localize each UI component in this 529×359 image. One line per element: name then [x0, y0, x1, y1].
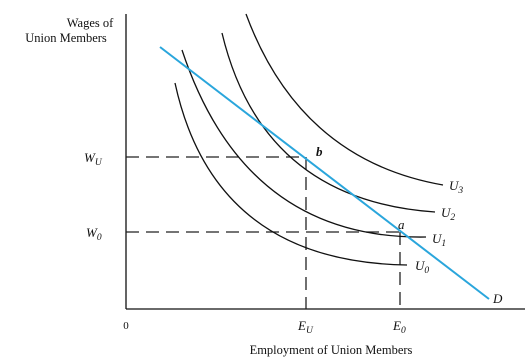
- employment-label-eu-main: E: [297, 318, 306, 333]
- curve-label-u3-sub: 3: [457, 186, 463, 196]
- point-label-b: b: [316, 144, 323, 159]
- curve-label-u0: U0: [415, 258, 429, 276]
- demand-line: [159, 46, 490, 300]
- x-axis-title: Employment of Union Members: [250, 343, 413, 357]
- employment-label-e0-sub: 0: [401, 326, 406, 336]
- curve-label-u2-sub: 2: [450, 213, 455, 223]
- employment-label-e0-main: E: [392, 318, 401, 333]
- demand-label: D: [492, 291, 503, 306]
- curve-label-u0-main: U: [415, 258, 426, 273]
- indifference-curves: [174, 13, 444, 266]
- wage-label-w0: W0: [86, 225, 102, 243]
- curve-label-u2: U2: [441, 205, 455, 223]
- guide-lines: [126, 156, 401, 309]
- y-axis-title-line2: Union Members: [25, 31, 107, 45]
- curve-label-u1-main: U: [432, 231, 443, 246]
- axes: [125, 14, 525, 310]
- y-axis-title-line1: Wages of: [67, 16, 114, 30]
- curve-label-u1-sub: 1: [441, 239, 446, 249]
- curve-u1: [181, 49, 427, 238]
- curve-label-u2-main: U: [441, 205, 452, 220]
- wage-label-w0-sub: 0: [97, 233, 102, 243]
- employment-label-eu: EU: [297, 318, 314, 336]
- curve-u0: [174, 82, 408, 266]
- curve-label-u3-main: U: [449, 178, 460, 193]
- point-label-a: a: [398, 217, 405, 232]
- employment-label-e0: E0: [392, 318, 406, 336]
- wage-label-wu-main: W: [84, 150, 96, 165]
- curve-u2: [221, 32, 436, 213]
- curve-label-u1: U1: [432, 231, 446, 249]
- curve-u3: [245, 13, 444, 186]
- wage-label-w0-main: W: [86, 225, 98, 240]
- wage-label-wu-sub: U: [95, 158, 103, 168]
- wage-label-wu: WU: [84, 150, 103, 168]
- curve-label-u3: U3: [449, 178, 463, 196]
- curve-label-u0-sub: 0: [424, 266, 429, 276]
- employment-label-eu-sub: U: [306, 326, 314, 336]
- origin-label: 0: [123, 320, 129, 332]
